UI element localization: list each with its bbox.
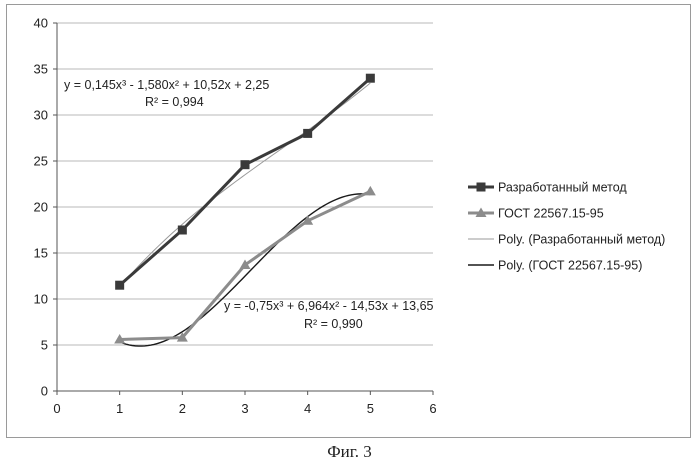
legend-label: Poly. (Разработанный метод) — [498, 233, 665, 247]
data-point — [241, 160, 250, 169]
data-point — [178, 226, 187, 235]
x-tick-label: 5 — [367, 401, 374, 416]
data-point — [365, 186, 376, 196]
y-tick-label: 40 — [34, 16, 48, 31]
x-tick-label: 1 — [116, 401, 123, 416]
series-line-1 — [120, 78, 371, 285]
x-tick-label: 4 — [304, 401, 311, 416]
trendline-1 — [120, 83, 371, 287]
legend-label: Poly. (ГОСТ 22567.15-95) — [498, 259, 642, 273]
y-tick-label: 35 — [34, 62, 48, 77]
equation-labels: y = 0,145x³ - 1,580x² + 10,52x + 2,25 R²… — [64, 78, 434, 331]
y-tick-label: 25 — [34, 154, 48, 169]
y-tick-label: 5 — [41, 338, 48, 353]
y-tick-label: 30 — [34, 108, 48, 123]
y-tick-label: 20 — [34, 200, 48, 215]
grid-layer — [57, 23, 433, 345]
chart-svg: 0 5 10 15 20 25 30 35 40 0 1 2 3 4 5 6 y = 0,145x³ - 1,… — [7, 5, 692, 439]
x-tick-label: 3 — [241, 401, 248, 416]
legend-marker — [477, 183, 486, 192]
y-tick-label: 15 — [34, 246, 48, 261]
trend1-equation: y = 0,145x³ - 1,580x² + 10,52x + 2,25 — [64, 78, 269, 92]
legend: Разработанный метод ГОСТ 22567.15-95 Poly.… — [468, 181, 665, 273]
figure-caption: Фиг. 3 — [0, 442, 699, 462]
legend-label: Разработанный метод — [498, 181, 627, 195]
x-tick-label: 6 — [429, 401, 436, 416]
y-tick-label: 10 — [34, 292, 48, 307]
x-tick-label: 2 — [179, 401, 186, 416]
chart-frame: 0 5 10 15 20 25 30 35 40 0 1 2 3 4 5 6 y = 0,145x³ - 1,… — [6, 4, 691, 438]
y-tick-label: 0 — [41, 384, 48, 399]
data-point — [303, 129, 312, 138]
trend1-r2: R² = 0,994 — [145, 95, 204, 109]
data-point — [366, 74, 375, 83]
x-tick-label: 0 — [53, 401, 60, 416]
legend-label: ГОСТ 22567.15-95 — [498, 207, 604, 221]
trend2-equation: y = -0,75x³ + 6,964x² - 14,53x + 13,65 — [224, 299, 434, 313]
trend2-r2: R² = 0,990 — [304, 317, 363, 331]
data-point — [115, 281, 124, 290]
axis-layer: 0 5 10 15 20 25 30 35 40 0 1 2 3 4 5 6 — [34, 16, 437, 417]
